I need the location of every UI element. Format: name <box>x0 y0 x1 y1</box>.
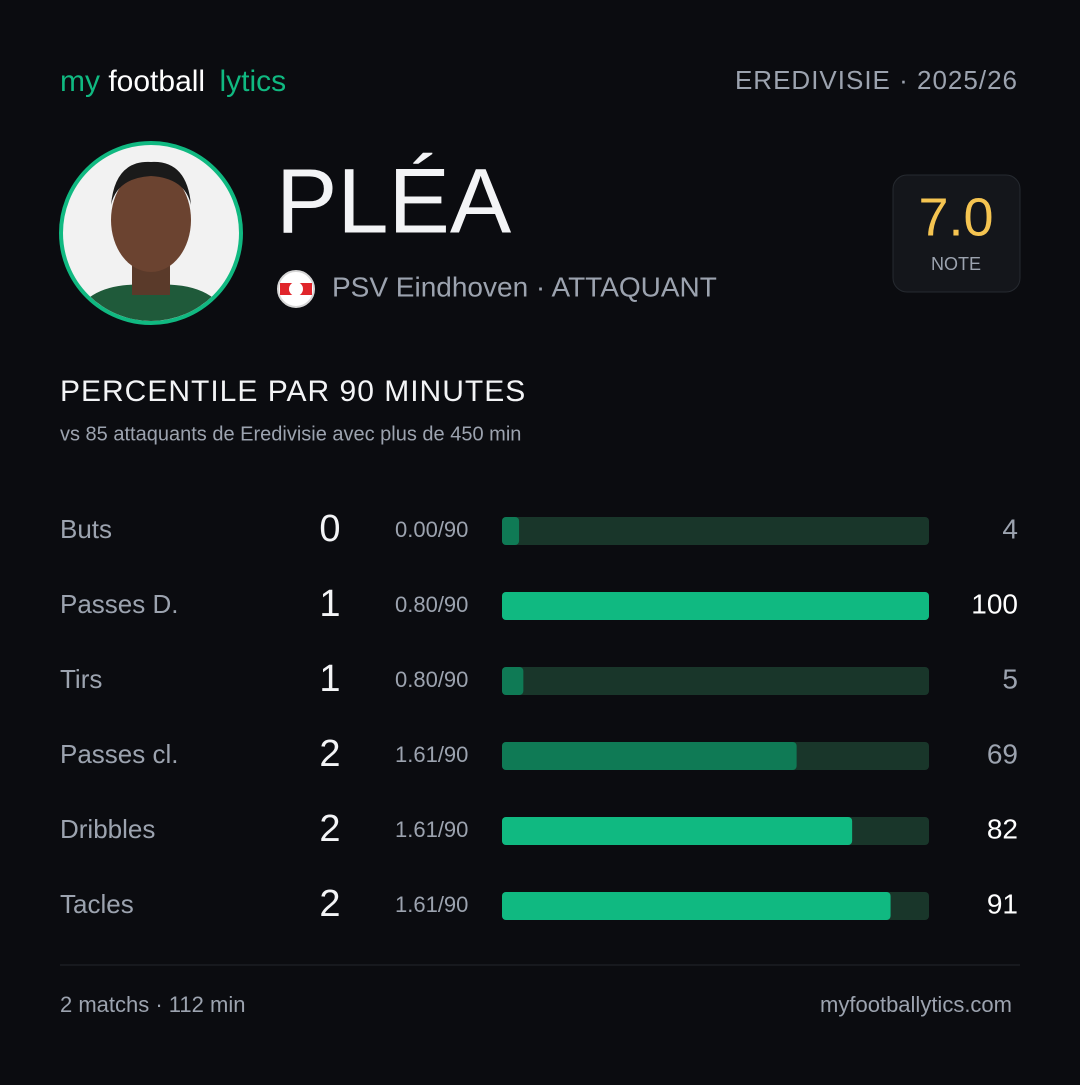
stat-per90: 0.80/90 <box>395 592 468 617</box>
stat-per90: 1.61/90 <box>395 817 468 842</box>
stat-per90: 0.80/90 <box>395 667 468 692</box>
stat-count: 2 <box>319 808 340 850</box>
footer-right: myfootballytics.com <box>820 992 1012 1017</box>
stat-per90: 1.61/90 <box>395 892 468 917</box>
bar <box>502 517 520 545</box>
percentile: 5 <box>1002 663 1018 694</box>
footer-left: 2 matchs · 112 min <box>60 992 245 1017</box>
percentile: 100 <box>971 588 1018 619</box>
club-line: PSV Eindhoven · ATTAQUANT <box>332 271 717 302</box>
logo-part: football <box>108 65 205 98</box>
bar-track <box>502 517 929 545</box>
bar <box>502 667 524 695</box>
rating: 7.0 <box>918 187 993 247</box>
section-subtitle: vs 85 attaquants de Eredivisie avec plus… <box>60 423 521 445</box>
bar <box>502 592 929 620</box>
logo-part: lytics <box>219 65 286 98</box>
bar <box>502 742 797 770</box>
bar-track <box>502 667 929 695</box>
stat-count: 0 <box>319 508 340 550</box>
percentile: 82 <box>987 813 1018 844</box>
bar <box>502 892 891 920</box>
stat-label: Passes cl. <box>60 739 179 769</box>
stat-label: Passes D. <box>60 589 179 619</box>
percentile: 91 <box>987 888 1018 919</box>
stat-count: 2 <box>319 733 340 775</box>
stat-count: 2 <box>319 883 340 925</box>
club-badge <box>277 270 315 308</box>
stat-per90: 0.00/90 <box>395 517 468 542</box>
stat-label: Tirs <box>60 664 102 694</box>
percentile: 4 <box>1002 513 1018 544</box>
logo: my football lytics <box>60 65 286 98</box>
league: EREDIVISIE · 2025/26 <box>735 65 1018 95</box>
stat-per90: 1.61/90 <box>395 742 468 767</box>
stat-label: Buts <box>60 514 112 544</box>
bar <box>502 817 853 845</box>
rating-box <box>892 174 1021 293</box>
percentile: 69 <box>987 738 1018 769</box>
logo-part: my <box>60 65 100 98</box>
stat-count: 1 <box>319 583 340 625</box>
rating-label: NOTE <box>931 254 981 274</box>
player-photo <box>59 141 243 325</box>
stat-label: Dribbles <box>60 814 155 844</box>
section-title: PERCENTILE PAR 90 MINUTES <box>60 375 526 408</box>
stat-label: Tacles <box>60 889 134 919</box>
stat-count: 1 <box>319 658 340 700</box>
player-name: PLÉA <box>276 150 512 252</box>
